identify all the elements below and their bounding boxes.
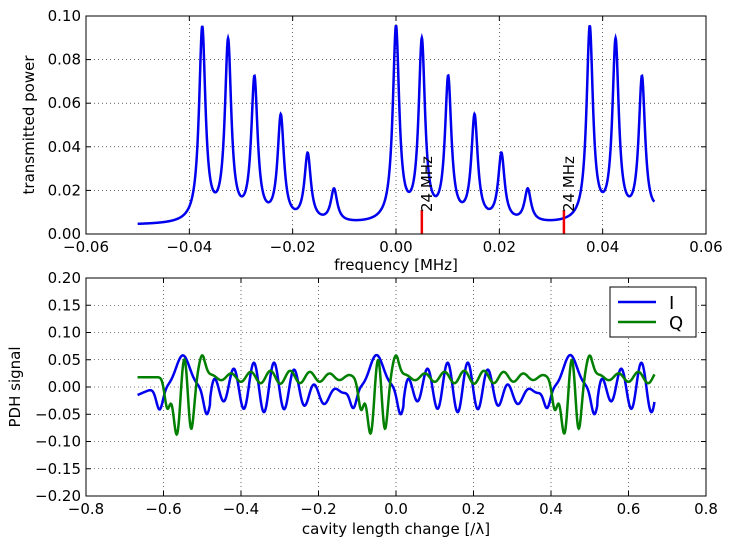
y-tick-label: 0.10 — [48, 7, 81, 25]
pdh-y-axis-label: PDH signal — [6, 346, 24, 427]
y-tick-label: 0.06 — [48, 94, 81, 112]
x-tick-label: −0.04 — [166, 238, 212, 256]
y-tick-label: −0.05 — [35, 405, 81, 423]
transmission-grid — [86, 16, 706, 234]
sideband-markers: 24 MHz 24 MHz — [418, 156, 578, 234]
pdh-series — [137, 353, 656, 437]
pdh-chart: −0.8 −0.6 −0.4 −0.2 0.0 0.2 0.4 0.6 0.8 −0.20 −0.1… — [6, 269, 718, 538]
legend-label-i: I — [669, 293, 674, 314]
transmission-y-axis-label: transmitted power — [20, 55, 38, 195]
x-tick-label: 0.0 — [384, 500, 408, 518]
legend-box — [609, 286, 697, 338]
x-tick-label: −0.8 — [68, 500, 104, 518]
x-tick-label: 0.06 — [689, 238, 722, 256]
y-tick-label: 0.20 — [48, 269, 81, 287]
x-tick-label: 0.6 — [617, 500, 641, 518]
transmission-x-axis-label: frequency [MHz] — [334, 256, 458, 274]
transmission-chart: −0.06 −0.04 −0.02 0.00 0.02 0.04 0.06 0.00 0.02 0… — [20, 7, 723, 274]
y-tick-label: 0.08 — [48, 51, 81, 69]
transmission-series — [137, 25, 656, 226]
pdh-line-q — [137, 354, 656, 437]
pdh-legend: I Q — [609, 286, 697, 338]
x-tick-label: −0.2 — [300, 500, 336, 518]
x-tick-label: 0.02 — [483, 238, 516, 256]
y-tick-label: −0.15 — [35, 460, 81, 478]
pdh-line-i — [137, 353, 656, 416]
x-tick-label: −0.06 — [63, 238, 109, 256]
x-tick-label: 0.00 — [379, 238, 412, 256]
y-tick-label: 0.04 — [48, 138, 81, 156]
pdh-x-axis-label: cavity length change [/λ] — [302, 520, 490, 538]
sideband-marker-label: 24 MHz — [418, 156, 436, 212]
x-tick-label: −0.4 — [223, 500, 259, 518]
y-tick-label: 0.00 — [48, 378, 81, 396]
y-tick-label: 0.05 — [48, 351, 81, 369]
y-tick-label: 0.10 — [48, 324, 81, 342]
x-tick-label: 0.8 — [694, 500, 718, 518]
pdh-axes-frame — [85, 277, 707, 497]
x-tick-label: 0.04 — [586, 238, 619, 256]
y-tick-label: 0.02 — [48, 181, 81, 199]
y-tick-label: −0.20 — [35, 487, 81, 505]
y-tick-label: 0.00 — [48, 225, 81, 243]
x-tick-label: −0.6 — [145, 500, 181, 518]
transmission-axes-frame — [85, 15, 707, 235]
transmission-ticks: −0.06 −0.04 −0.02 0.00 0.02 0.04 0.06 0.00 0.02 0… — [48, 7, 723, 256]
legend-label-q: Q — [669, 313, 683, 334]
transmission-line — [137, 25, 656, 226]
x-tick-label: 0.4 — [539, 500, 563, 518]
sideband-marker-label: 24 MHz — [560, 156, 578, 212]
y-tick-label: −0.10 — [35, 433, 81, 451]
y-tick-label: 0.15 — [48, 296, 81, 314]
x-tick-label: −0.02 — [270, 238, 316, 256]
x-tick-label: 0.2 — [462, 500, 486, 518]
